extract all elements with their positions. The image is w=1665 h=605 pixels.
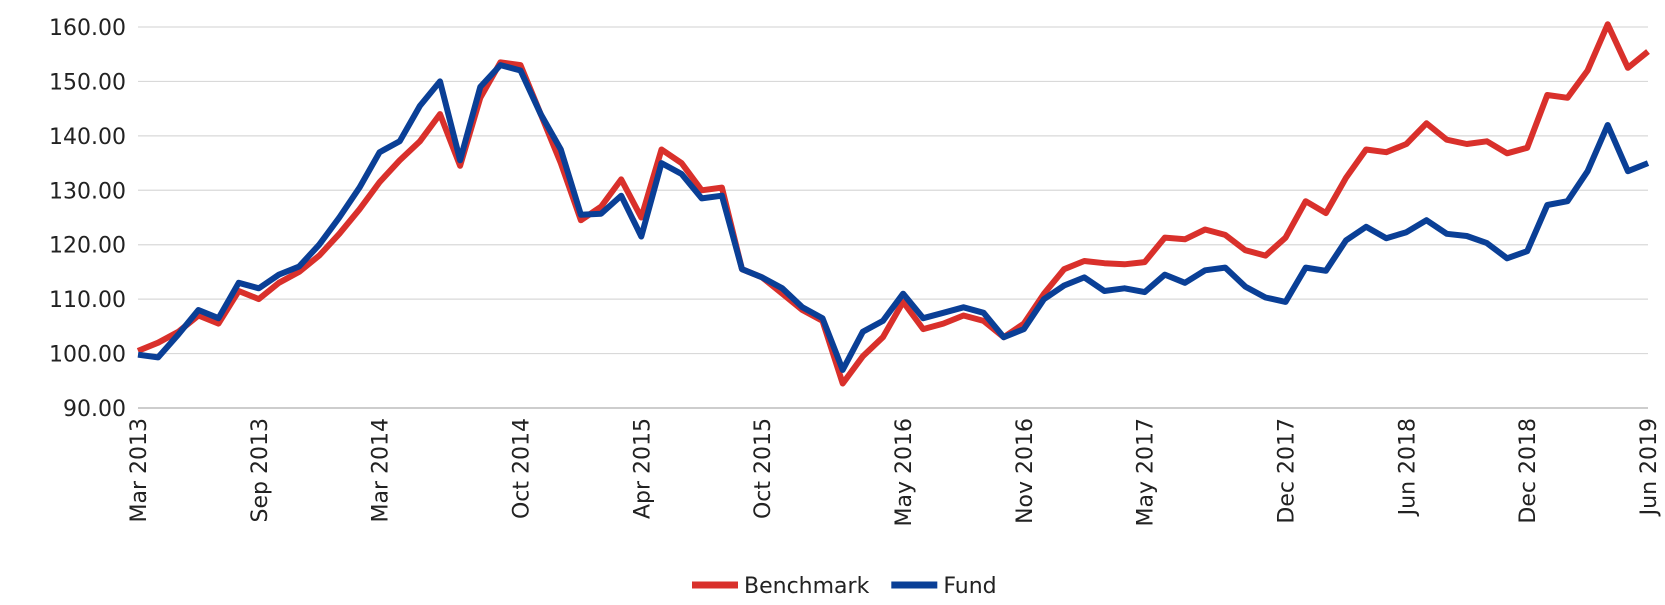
y-tick-label: 90.00 <box>63 397 126 422</box>
y-tick-label: 130.00 <box>49 179 126 204</box>
x-tick-label: May 2016 <box>892 418 917 526</box>
x-tick-label: Sep 2013 <box>248 418 273 522</box>
y-tick-label: 140.00 <box>49 125 126 150</box>
y-tick-label: 110.00 <box>49 288 126 313</box>
x-tick-label: Dec 2018 <box>1516 418 1541 524</box>
y-tick-label: 120.00 <box>49 234 126 259</box>
x-tick-label: Jun 2019 <box>1637 418 1662 517</box>
x-tick-label: Oct 2015 <box>751 418 776 519</box>
x-tick-label: Jun 2018 <box>1395 418 1420 517</box>
x-tick-label: Mar 2013 <box>127 418 152 523</box>
x-tick-label: Mar 2014 <box>369 418 394 523</box>
x-tick-label: Oct 2014 <box>510 418 535 519</box>
x-tick-label: Dec 2017 <box>1275 418 1300 524</box>
y-tick-label: 160.00 <box>49 16 126 41</box>
legend-label: Benchmark <box>744 574 870 599</box>
x-tick-label: May 2017 <box>1134 418 1159 526</box>
line-series <box>136 21 1650 387</box>
x-tick-label: Apr 2015 <box>630 418 655 519</box>
line-series <box>137 62 1650 373</box>
x-tick-label: Nov 2016 <box>1013 418 1038 524</box>
y-tick-label: 100.00 <box>49 343 126 368</box>
legend-label: Fund <box>943 574 996 599</box>
y-tick-label: 150.00 <box>49 70 126 95</box>
